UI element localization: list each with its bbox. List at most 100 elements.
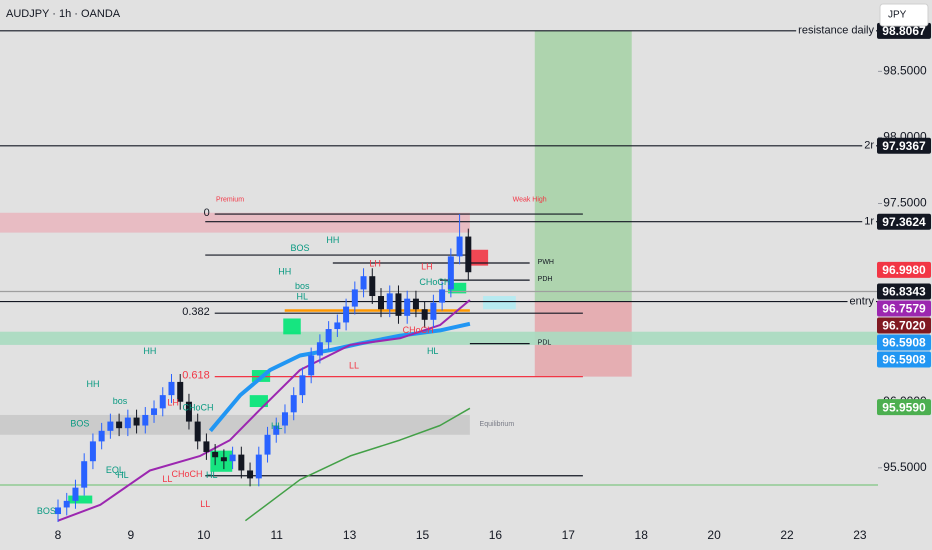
x-tick-label: 22 [780, 528, 794, 542]
candle-body [351, 289, 358, 307]
zone [0, 331, 879, 345]
candle-body [447, 256, 454, 290]
candle-body [151, 408, 158, 415]
ma-line [244, 407, 471, 522]
candle-body [273, 425, 280, 435]
zone [249, 395, 268, 408]
annotation: LL [349, 360, 359, 370]
candle-body [465, 236, 472, 273]
annotation: CHoCH [403, 325, 434, 335]
annotation: EQL [106, 465, 124, 475]
candle-body [229, 454, 236, 462]
plot-background [0, 0, 878, 522]
annotation: HL [427, 346, 439, 356]
annotation: BOS [291, 243, 310, 253]
annotation: bos [295, 281, 310, 291]
currency[interactable]: JPY [888, 10, 907, 21]
candle-body [55, 507, 61, 515]
price-tag-label: 96.5908 [882, 336, 926, 350]
price-tag [877, 300, 931, 317]
annotation: bos [113, 396, 128, 406]
price-tag-label: 96.9980 [882, 263, 926, 277]
candle-body [395, 293, 402, 316]
candle-body [220, 457, 227, 462]
currency-box[interactable] [879, 3, 929, 27]
candle-body [299, 375, 306, 396]
candle-body [456, 236, 463, 257]
candle-body [72, 487, 79, 501]
y-tick-label: 98.5000 [883, 64, 927, 78]
x-tick-label: 15 [416, 528, 430, 542]
annotation: Premium [216, 196, 244, 203]
y-tick-label: 95.5000 [883, 460, 927, 474]
annotation: HL [271, 421, 283, 431]
ma-line [208, 321, 471, 433]
annotation: HL [296, 292, 308, 302]
axes: 95.500096.000097.500098.000098.500089101… [0, 64, 927, 550]
chart-title: AUDJPY · 1h · OANDA [6, 8, 121, 20]
candle-body [203, 441, 210, 452]
candle-body [185, 401, 192, 422]
candle-body [142, 414, 149, 426]
candle-body [325, 329, 332, 343]
price-tag [877, 351, 931, 368]
price-tags: 98.8067 97.9367 97.3624 96.9980 96.8343 96.75… [877, 22, 931, 416]
candle-body [343, 306, 350, 323]
level-label: 0.618 [182, 370, 210, 382]
level-label-bg [862, 138, 876, 153]
candle-body [168, 381, 175, 396]
candle-body [238, 454, 245, 471]
zone [534, 30, 632, 302]
price-tag [877, 283, 931, 300]
price-tag [877, 317, 931, 334]
level-label: PDH [538, 276, 553, 283]
zones [0, 30, 879, 504]
zone [469, 249, 489, 266]
candle-body [404, 298, 411, 316]
x-tick-label: 10 [197, 528, 211, 542]
candle-body [386, 293, 393, 310]
levels: resistance daily 2r 1r entry 0 0.382 0.618 PWH P… [0, 23, 879, 486]
annotation: LH [167, 397, 179, 407]
level-label: entry [850, 295, 875, 307]
candle-body [290, 395, 297, 413]
candle-body [124, 417, 131, 429]
price-tag-label: 96.5908 [882, 353, 926, 367]
zone [68, 495, 93, 504]
price-tag-label: 98.8067 [882, 24, 926, 38]
level-label: 1r [864, 216, 874, 228]
candle-body [360, 276, 367, 290]
price-tag-label: 95.9590 [882, 400, 926, 414]
candle-body [177, 381, 184, 402]
candle-body [107, 421, 114, 431]
candle-body [98, 430, 105, 442]
level-label: resistance daily [798, 25, 874, 37]
level-label: PWH [538, 259, 554, 266]
price-tag-label: 96.7020 [882, 319, 926, 333]
price-tag [877, 261, 931, 278]
level-label: 2r [864, 140, 874, 152]
candle-body [308, 355, 315, 376]
candle-body [116, 421, 123, 429]
price-tag [877, 22, 931, 39]
x-tick-label: 17 [562, 528, 576, 542]
x-tick-label: 11 [270, 528, 283, 542]
candle-body [194, 421, 201, 442]
price-tag-label: 96.7579 [882, 302, 926, 316]
candle-body [159, 395, 166, 409]
x-tick-label: 13 [343, 528, 357, 542]
annotation: LL [162, 474, 172, 484]
annotation: Equilibrium [480, 421, 515, 428]
price-tag-label: 97.3624 [882, 215, 926, 229]
level-label: 0.382 [182, 306, 210, 318]
level-label-bg [862, 214, 876, 229]
price-tag [877, 213, 931, 230]
x-tick-label: 20 [707, 528, 721, 542]
annotation: HL [117, 470, 129, 480]
candle-body [421, 309, 428, 320]
candle-body [63, 500, 70, 508]
x-tick-label: 9 [128, 528, 135, 542]
candle-body [133, 417, 140, 426]
annotation: CHoCH [182, 403, 213, 413]
zone [0, 414, 470, 435]
